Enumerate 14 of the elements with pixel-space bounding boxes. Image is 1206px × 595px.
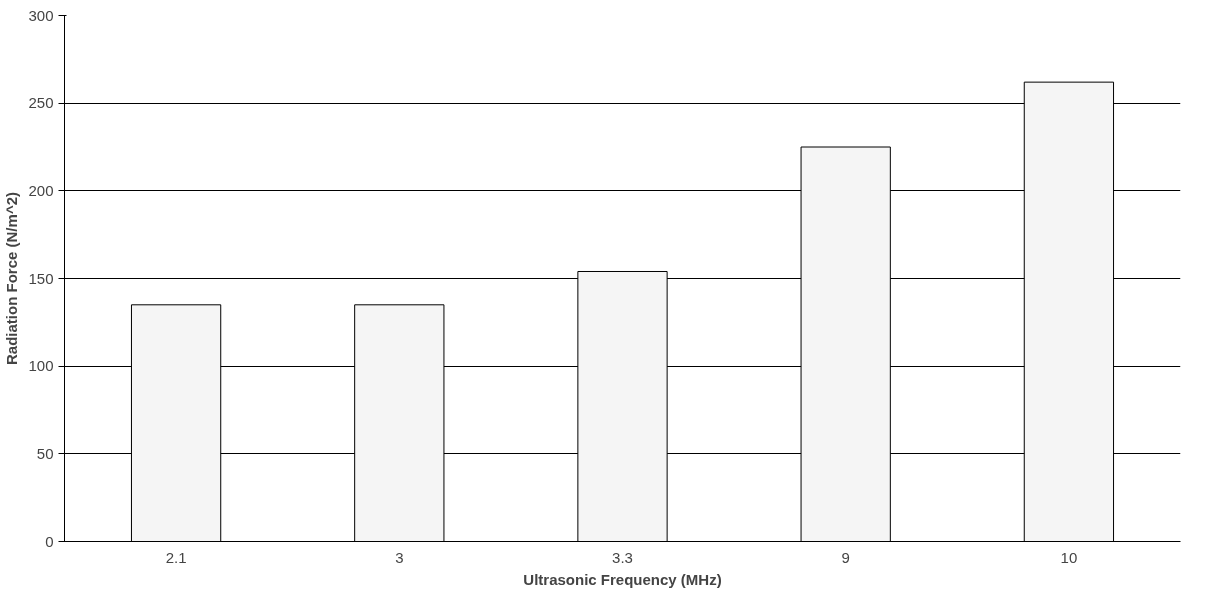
x-axis-title: Ultrasonic Frequency (MHz)	[523, 570, 722, 588]
y-tick-label: 250	[28, 94, 54, 112]
x-tick-label: 3.3	[612, 548, 633, 566]
y-tick-label: 300	[28, 6, 54, 24]
y-tick-label: 200	[28, 181, 54, 199]
x-tick-label: 9	[841, 548, 850, 566]
y-tick-label: 150	[28, 269, 54, 287]
y-tick-label: 100	[28, 357, 54, 375]
x-tick-label: 10	[1060, 548, 1078, 566]
y-axis-title: Radiation Force (N/m^2)	[3, 192, 21, 365]
y-tick-label: 50	[36, 444, 54, 462]
x-tick-label: 2.1	[165, 548, 187, 566]
x-tick-label: 3	[395, 548, 404, 566]
y-tick-label: 0	[45, 532, 54, 550]
